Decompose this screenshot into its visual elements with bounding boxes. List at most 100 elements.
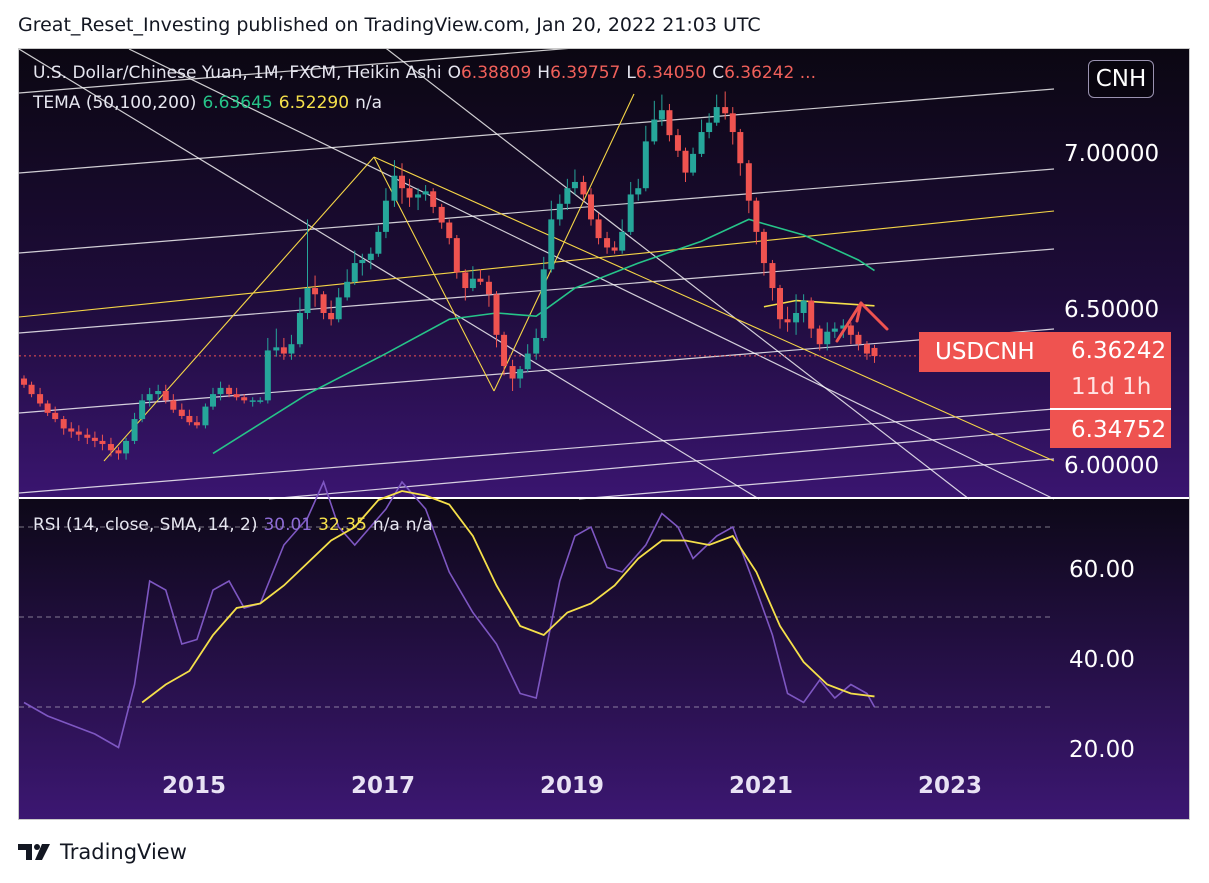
candle-body-73: [595, 219, 602, 239]
candle-body-79: [642, 141, 649, 189]
channel-line-5: [19, 408, 1055, 494]
candle-body-2: [37, 394, 44, 404]
tema-value-2: 6.52290: [278, 93, 350, 113]
candle-body-17: [155, 391, 162, 395]
x-tick-2017: 2017: [351, 773, 416, 799]
candle-body-54: [446, 222, 453, 239]
candle-body-84: [682, 150, 689, 173]
candle-body-70: [571, 181, 578, 189]
candle-body-40: [335, 297, 342, 320]
candle-body-95: [769, 263, 776, 289]
candle-body-96: [777, 288, 783, 320]
candle-body-20: [178, 409, 185, 416]
candle-body-13: [123, 440, 130, 454]
candle-body-94: [760, 231, 767, 264]
candle-body-7: [75, 431, 82, 435]
symbol-name: U.S. Dollar/Chinese Yuan, 1M, FXCM, Heik…: [33, 63, 442, 83]
candle-body-28: [241, 397, 248, 401]
candle-body-8: [84, 434, 91, 438]
candle-body-66: [540, 269, 547, 338]
candle-body-49: [406, 188, 413, 198]
candle-body-63: [517, 369, 524, 379]
tema-50-line: [212, 218, 875, 455]
candle-body-97: [784, 319, 791, 323]
candle-body-74: [604, 238, 611, 248]
close-label: C: [712, 63, 725, 83]
currency-badge[interactable]: CNH: [1088, 60, 1154, 98]
candle-body-55: [453, 238, 460, 273]
candle-body-64: [524, 353, 531, 370]
rsi-pane-bg: [19, 499, 1189, 819]
candle-body-50: [415, 194, 422, 198]
candle-body-42: [351, 263, 358, 282]
open-value: 6.38809: [460, 63, 532, 83]
candle-body-86: [698, 132, 705, 154]
candle-body-68: [556, 203, 563, 220]
countdown: 11d 1h: [1071, 374, 1152, 400]
rsi-legend: RSI (14, close, SMA, 14, 2) 30.01 32.35 n/a…: [33, 515, 439, 535]
candle-body-19: [170, 400, 177, 410]
chart-frame[interactable]: U.S. Dollar/Chinese Yuan, 1M, FXCM, Heik…: [18, 48, 1190, 820]
candle-body-18: [162, 391, 169, 401]
candle-body-24: [210, 394, 216, 407]
candle-body-67: [548, 219, 555, 270]
fib-lines: [19, 93, 1055, 462]
candle-body-4: [52, 412, 59, 420]
candle-body-59: [485, 281, 492, 295]
candle-body-27: [233, 394, 240, 398]
candle-body-52: [430, 191, 437, 207]
fib-line-0: [19, 210, 1055, 318]
chart-canvas[interactable]: [19, 49, 1189, 819]
candle-body-57: [469, 278, 476, 289]
candle-body-0: [21, 378, 27, 385]
candle-body-37: [312, 288, 319, 295]
candle-body-25: [217, 387, 224, 395]
candle-body-58: [477, 278, 484, 282]
candle-body-81: [658, 110, 665, 120]
candle-body-46: [382, 200, 389, 232]
candle-body-99: [800, 300, 807, 313]
candle-body-33: [280, 347, 287, 354]
rsi-tick-40: 40.00: [1069, 647, 1135, 673]
candle-body-72: [588, 194, 594, 220]
channel-line-4: [19, 328, 1055, 414]
candle-body-1: [28, 384, 35, 395]
symbol-legend: U.S. Dollar/Chinese Yuan, 1M, FXCM, Heik…: [33, 63, 822, 83]
candle-body-89: [722, 107, 729, 114]
candle-body-102: [824, 331, 831, 345]
candle-body-80: [651, 119, 658, 142]
x-tick-2015: 2015: [162, 773, 227, 799]
high-label: H: [537, 63, 551, 83]
candle-body-69: [564, 188, 571, 204]
tema-legend: TEMA (50,100,200) 6.63645 6.52290 n/a: [33, 93, 388, 113]
candle-body-65: [533, 337, 540, 354]
candle-body-101: [816, 328, 823, 345]
rsi-layer: [19, 479, 1054, 749]
publish-line: Great_Reset_Investing published on Tradi…: [18, 14, 761, 36]
candle-body-100: [808, 300, 815, 329]
candle-body-76: [619, 231, 626, 251]
price-pane-bg: [19, 49, 1189, 497]
channel-cross-line-1: [19, 49, 760, 500]
candle-body-88: [713, 107, 720, 123]
tradingview-logo[interactable]: TradingView: [18, 840, 187, 864]
candle-body-32: [273, 347, 280, 351]
candle-body-91: [737, 132, 744, 164]
x-tick-2021: 2021: [729, 773, 794, 799]
candle-body-78: [635, 188, 642, 195]
candle-body-41: [344, 281, 351, 298]
candle-body-60: [493, 294, 500, 335]
low-label: L: [626, 63, 636, 83]
rsi-value-3: n/a: [372, 515, 400, 535]
rsi-value-4: n/a: [405, 515, 433, 535]
candle-body-21: [186, 415, 193, 423]
candle-body-43: [359, 259, 366, 264]
candle-body-38: [320, 294, 327, 313]
candle-body-93: [753, 200, 760, 232]
candle-body-35: [296, 313, 303, 345]
low-price-tag: 6.34752: [1050, 408, 1171, 448]
candle-body-44: [367, 253, 374, 260]
high-value: 6.39757: [550, 63, 621, 83]
tema-value-1: 6.63645: [202, 93, 273, 113]
rsi-value-1: 30.01: [263, 515, 313, 535]
